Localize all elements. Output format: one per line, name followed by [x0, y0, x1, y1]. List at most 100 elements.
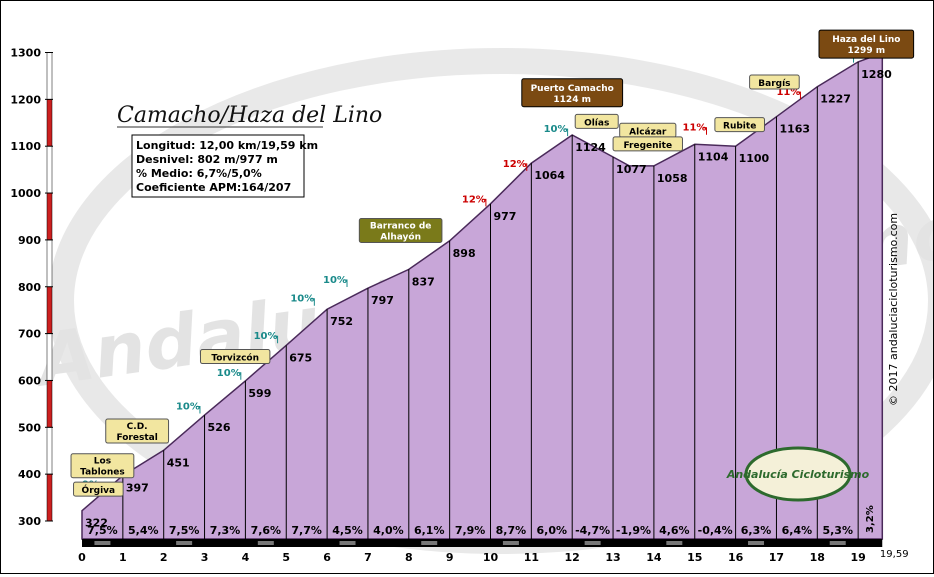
place-label-box [574, 113, 619, 129]
x-tick-label: 13 [605, 551, 620, 564]
max-gradient-label: 12% [462, 194, 486, 205]
max-gradient-label: 12% [503, 159, 527, 170]
x-tick-label: 9 [446, 551, 454, 564]
x-tick-label: 11 [524, 551, 539, 564]
logo-text: Andalucía Cicloturismo [726, 468, 870, 481]
max-gradient-label: 10% [323, 275, 347, 286]
place-label: Alhayón [380, 232, 421, 243]
place-label-box [358, 218, 443, 244]
strip-mark [707, 541, 724, 545]
place-label: Tablones [80, 468, 125, 478]
altitude-label: 451 [167, 456, 190, 469]
gradient-arrow [796, 91, 801, 100]
strip-mark [135, 541, 152, 545]
place-label: Los [94, 457, 111, 467]
segment-gradient: 8,7% [496, 524, 527, 537]
summary-coeficiente: Coeficiente APM:164/207 [136, 181, 291, 194]
place-label: C.D. [127, 422, 148, 432]
place-label-box [70, 453, 135, 479]
gradient-arrow [343, 279, 348, 288]
y-tick-label: 1200 [10, 93, 41, 106]
x-axis: 0 1 2 3 4 5 6 7 8 9 10 11 12 13 14 15 16 17 18 19 19,59 [78, 549, 908, 564]
scale-segment [46, 286, 53, 334]
x-tick-label: 2 [160, 551, 168, 564]
place-label: Forestal [116, 433, 157, 443]
scale-segment [46, 333, 53, 381]
x-tick-label: 8 [405, 551, 413, 564]
summary-longitud: Longitud: 12,00 km/19,59 km [136, 139, 318, 152]
place-label-box [749, 74, 800, 90]
segment-gradient: 5,4% [128, 524, 159, 537]
copyright: © 2017 andaluciacicloturismo.com [887, 213, 900, 406]
strip-mark [94, 541, 111, 545]
altitude-label: 1163 [779, 123, 810, 136]
altitude-label: 599 [248, 387, 271, 400]
place-label: Torvizcón [211, 353, 259, 364]
scale-segment [46, 99, 53, 147]
segment-gradient: 7,5% [169, 524, 200, 537]
altitude-label: 397 [126, 482, 149, 495]
altitude-label: 977 [494, 210, 517, 223]
altitude-label: 1100 [739, 152, 770, 165]
x-tick-label: 19 [850, 551, 865, 564]
altitude-labels: 322 397 451 526 599 675 752 797 837 898 977 1064 112… [85, 68, 892, 530]
place-label: Órgiva [82, 484, 116, 496]
segment-gradient: 3,2% [865, 505, 876, 533]
gradient-arrow [236, 372, 242, 380]
gradient-strip: 7,5% 5,4% 7,5% 7,3% 7,6% 7,7% 4,5% 4,0% 6,1% 7,9%… [82, 505, 883, 547]
gradient-arrow [273, 335, 279, 344]
place-label-box [105, 418, 170, 444]
x-tick-label: 15 [687, 551, 702, 564]
y-tick-label: 900 [18, 234, 41, 247]
place-label: Olías [584, 118, 609, 128]
peak-name: Haza del Lino [832, 35, 900, 45]
place-label: Bargís [758, 79, 790, 89]
strip-mark [421, 541, 438, 545]
gradient-arrow [481, 198, 487, 207]
scale-segment [46, 145, 53, 194]
strip-mark [257, 541, 274, 545]
segment-gradient: 5,3% [822, 524, 853, 537]
peak-label-box [818, 29, 915, 59]
segment-gradient: 4,6% [659, 524, 690, 537]
segment-gradient: -4,7% [575, 524, 610, 537]
strip-mark [666, 541, 683, 545]
x-tick-label: 7 [364, 551, 372, 564]
scale-segment [46, 473, 53, 522]
x-tick-label: 5 [282, 551, 290, 564]
y-tick-label: 1100 [10, 140, 41, 153]
max-gradient-label: 11% [776, 87, 800, 98]
altitude-label: 1077 [616, 163, 647, 176]
max-gradient-label: 10% [217, 368, 241, 379]
altitude-label: 1227 [820, 93, 851, 106]
segment-gradient: 6,1% [414, 524, 445, 537]
peak-altitude: 1124 m [553, 95, 591, 105]
y-tick-label: 1000 [10, 187, 41, 200]
altitude-label: 1280 [861, 68, 892, 81]
summary-box: Longitud: 12,00 km/19,59 km Desnivel: 80… [131, 134, 318, 198]
y-axis: 300 400 500 600 700 800 900 1000 1100 1200 1300 [10, 47, 53, 528]
segment-gradient: 7,3% [210, 524, 241, 537]
altitude-label: 526 [208, 421, 231, 434]
altitude-label: 675 [289, 351, 312, 364]
x-tick-label: 18 [810, 551, 825, 564]
altitude-label: 322 [85, 517, 108, 530]
place-label-box [73, 481, 124, 497]
gradient-arrow [195, 405, 201, 414]
segment-gradient: 6,0% [537, 524, 568, 537]
segment-gradient: -1,9% [616, 524, 651, 537]
segment-gradient: 7,6% [251, 524, 282, 537]
x-tick-label: 3 [201, 551, 209, 564]
scale-segment [46, 192, 53, 241]
x-tick-label: 12 [565, 551, 580, 564]
strip-mark [543, 541, 560, 545]
segment-gradient: 7,7% [291, 524, 322, 537]
strip-mark [829, 541, 846, 545]
strip-mark [298, 541, 315, 545]
x-tick-label: 1 [119, 551, 127, 564]
strip-mark [216, 541, 233, 545]
